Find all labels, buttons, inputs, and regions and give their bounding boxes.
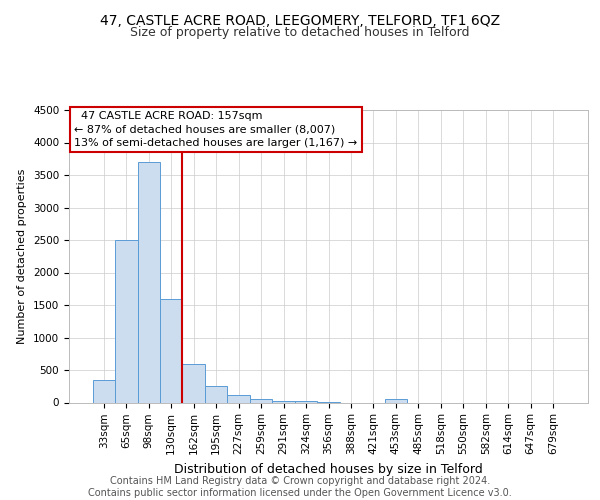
- Bar: [115, 240, 137, 402]
- Bar: [272, 400, 295, 402]
- Bar: [227, 396, 250, 402]
- Text: 47 CASTLE ACRE ROAD: 157sqm  
← 87% of detached houses are smaller (8,007)
13% o: 47 CASTLE ACRE ROAD: 157sqm ← 87% of det…: [74, 112, 358, 148]
- Bar: [137, 162, 160, 402]
- X-axis label: Distribution of detached houses by size in Telford: Distribution of detached houses by size …: [174, 462, 483, 475]
- Text: 47, CASTLE ACRE ROAD, LEEGOMERY, TELFORD, TF1 6QZ: 47, CASTLE ACRE ROAD, LEEGOMERY, TELFORD…: [100, 14, 500, 28]
- Bar: [385, 399, 407, 402]
- Bar: [160, 298, 182, 403]
- Bar: [250, 399, 272, 402]
- Bar: [92, 380, 115, 402]
- Bar: [205, 386, 227, 402]
- Y-axis label: Number of detached properties: Number of detached properties: [17, 168, 28, 344]
- Bar: [182, 364, 205, 403]
- Text: Contains HM Land Registry data © Crown copyright and database right 2024.
Contai: Contains HM Land Registry data © Crown c…: [88, 476, 512, 498]
- Bar: [295, 401, 317, 402]
- Text: Size of property relative to detached houses in Telford: Size of property relative to detached ho…: [130, 26, 470, 39]
